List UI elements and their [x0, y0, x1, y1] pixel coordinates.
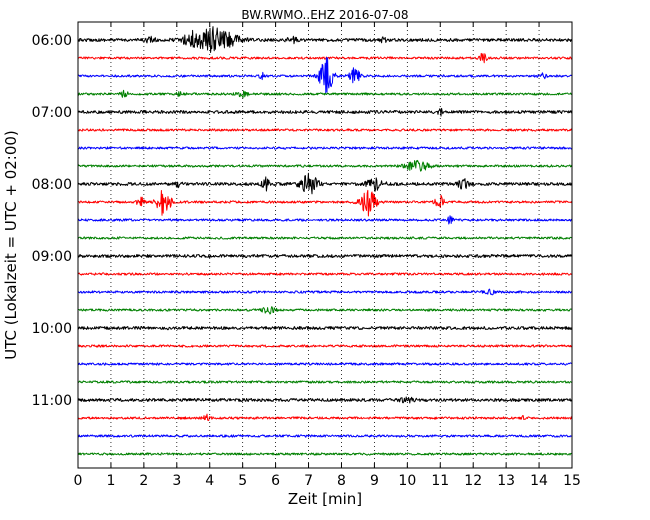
- y-tick-label: 11:00: [32, 393, 72, 409]
- y-tick-label: 08:00: [32, 177, 72, 193]
- x-tick-label: 8: [337, 473, 346, 489]
- plot-frame: [77, 21, 573, 469]
- y-axis: 06:00 07:00 08:00 09:00 10:00 11:00: [32, 33, 572, 409]
- seismic-trace: [77, 452, 573, 456]
- y-tick-label: 10:00: [32, 321, 72, 337]
- seismic-trace: [77, 128, 573, 132]
- x-tick-label: 5: [238, 473, 247, 489]
- seismic-trace: [77, 272, 573, 276]
- seismic-trace: [77, 172, 573, 195]
- x-tick-label: 13: [497, 473, 515, 489]
- seismic-trace: [77, 89, 573, 99]
- seismic-trace: [77, 189, 573, 217]
- seismic-trace: [77, 215, 573, 225]
- trace-layer: [77, 26, 573, 456]
- seismic-trace: [77, 26, 573, 53]
- x-axis-label: Zeit [min]: [288, 490, 362, 508]
- x-tick-label: 2: [139, 473, 148, 489]
- x-tick-label: 4: [205, 473, 214, 489]
- x-tick-label: 0: [74, 473, 83, 489]
- seismic-trace: [77, 146, 573, 150]
- x-tick-label: 10: [398, 473, 416, 489]
- x-tick-label: 6: [271, 473, 280, 489]
- y-tick-label: 06:00: [32, 33, 72, 49]
- y-tick-label: 07:00: [32, 105, 72, 121]
- seismic-trace: [77, 344, 573, 348]
- seismic-trace: [77, 159, 573, 172]
- seismic-trace: [77, 380, 572, 384]
- x-tick-label: 7: [304, 473, 313, 489]
- seismic-trace: [77, 434, 572, 438]
- seismic-trace: [77, 288, 572, 296]
- x-tick-label: 11: [431, 473, 449, 489]
- seismic-trace: [77, 52, 573, 64]
- x-tick-label: 14: [530, 473, 548, 489]
- seismic-trace: [77, 413, 573, 421]
- chart-title: BW.RWMO..EHZ 2016-07-08: [241, 8, 408, 22]
- seismic-trace: [77, 362, 573, 366]
- y-axis-label: UTC (Lokalzeit = UTC + 02:00): [2, 130, 20, 360]
- seismic-trace: [77, 326, 573, 331]
- y-tick-label: 09:00: [32, 249, 72, 265]
- seismic-trace: [77, 236, 572, 240]
- x-tick-label: 15: [563, 473, 581, 489]
- seismic-trace: [77, 306, 572, 315]
- x-tick-label: 3: [172, 473, 181, 489]
- seismic-trace: [77, 396, 573, 404]
- x-tick-label: 12: [464, 473, 482, 489]
- x-tick-label: 1: [106, 473, 115, 489]
- x-axis: 0 1 2 3 4 5 6 7 8 9 10 11 12 13 14 15: [74, 22, 581, 489]
- x-tick-label: 9: [370, 473, 379, 489]
- seismic-trace: [77, 57, 573, 94]
- seismic-trace: [77, 107, 573, 117]
- seismic-trace: [77, 254, 573, 258]
